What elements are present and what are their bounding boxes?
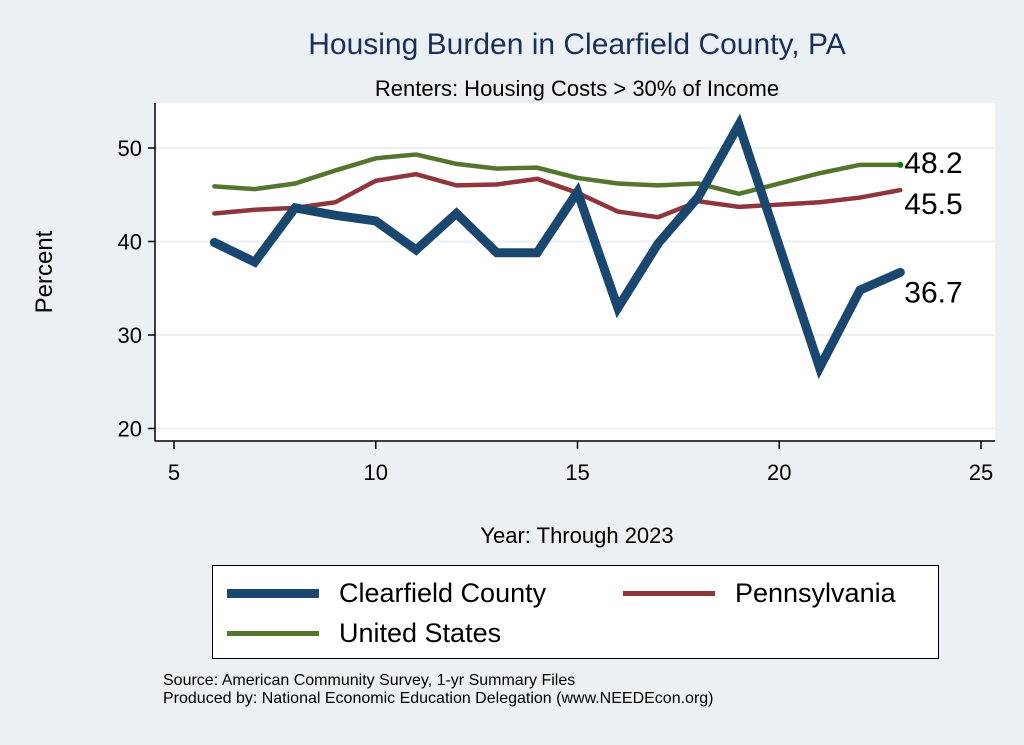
legend-swatch (227, 631, 319, 636)
y-tick-label: 30 (118, 323, 142, 348)
legend: Clearfield County Pennsylvania United St… (212, 565, 939, 659)
source-text: Source: American Community Survey, 1-yr … (163, 672, 576, 689)
end-value-label: 45.5 (904, 188, 962, 221)
chart-title: Housing Burden in Clearfield County, PA (308, 28, 846, 61)
legend-label: Clearfield County (339, 578, 547, 608)
x-tick-label: 5 (168, 460, 180, 485)
plot-area (155, 103, 995, 441)
end-value-label: 48.2 (904, 147, 962, 180)
source-note: Source: American Community Survey, 1-yr … (163, 672, 714, 708)
x-tick-label: 15 (565, 460, 589, 485)
x-tick-label: 25 (969, 460, 993, 485)
legend-item-pennsylvania: Pennsylvania (623, 578, 896, 609)
y-axis-label: Percent (31, 230, 58, 313)
x-axis-label: Year: Through 2023 (480, 523, 673, 548)
y-tick-label: 40 (118, 230, 142, 255)
legend-item-united-states: United States (227, 618, 501, 649)
legend-label: Pennsylvania (735, 578, 896, 608)
y-tick-label: 50 (118, 136, 142, 161)
produced-by-text: Produced by: National Economic Education… (163, 690, 714, 707)
y-tick-label: 20 (118, 417, 142, 442)
legend-swatch (623, 591, 715, 596)
legend-item-clearfield: Clearfield County (227, 578, 546, 609)
legend-swatch (227, 589, 319, 598)
end-marker (897, 161, 904, 168)
legend-label: United States (339, 618, 502, 648)
end-value-label: 36.7 (904, 276, 962, 309)
x-tick-label: 20 (767, 460, 791, 485)
chart-subtitle: Renters: Housing Costs > 30% of Income (374, 76, 780, 101)
x-tick-label: 10 (364, 460, 388, 485)
